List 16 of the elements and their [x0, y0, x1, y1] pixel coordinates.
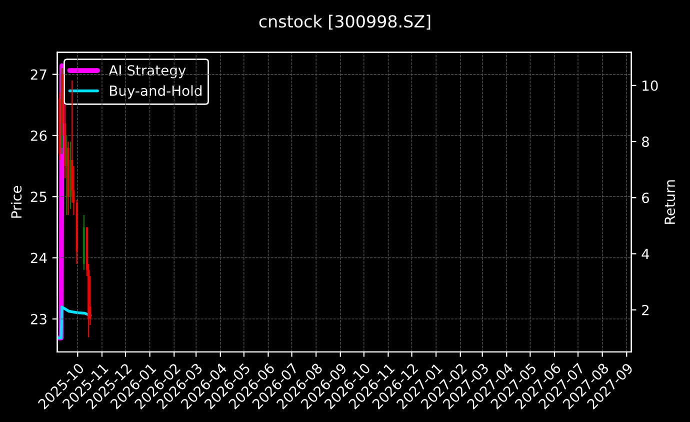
chart-title: cnstock [300998.SZ] — [259, 14, 430, 30]
y-tick-label: 25 — [30, 192, 46, 202]
y2-tick-label: 6 — [642, 192, 650, 204]
y2-tick-label: 8 — [642, 136, 649, 148]
y-tick-label: 24 — [30, 252, 47, 264]
y-tick-label: 27 — [30, 69, 46, 80]
y-tick-label: 23 — [30, 314, 46, 324]
y2-tick-label: 4 — [642, 248, 650, 260]
y2-axis-title: Return — [664, 180, 676, 224]
y2-tick-label: 10 — [642, 80, 658, 91]
legend-label: AI Strategy — [108, 65, 186, 78]
y-tick-label: 26 — [30, 130, 47, 141]
y2-tick-label: 2 — [642, 304, 649, 316]
line-series — [57, 306, 92, 340]
y-axis-title: Price — [10, 186, 22, 218]
legend-label: Buy-and-Hold — [110, 85, 202, 99]
